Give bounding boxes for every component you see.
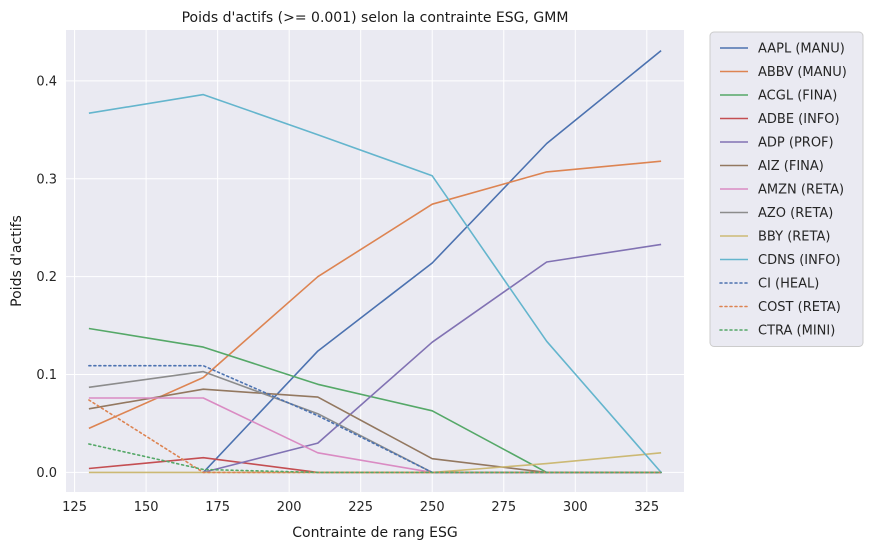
chart-title: Poids d'actifs (>= 0.001) selon la contr… <box>182 10 569 26</box>
legend-entry: ACGL (FINA) <box>758 89 837 104</box>
legend-entry: AZO (RETA) <box>758 206 833 221</box>
x-tick-label: 225 <box>348 500 373 515</box>
x-axis-label: Contrainte de rang ESG <box>292 525 457 541</box>
legend-frame <box>709 31 864 347</box>
legend-entry: CTRA (MINI) <box>758 324 835 339</box>
series-line-ctra <box>88 443 662 474</box>
y-tick-labels: 0.0 0.1 0.2 0.3 0.4 <box>36 74 57 481</box>
legend-entry: BBY (RETA) <box>758 230 830 245</box>
legend-entry: AAPL (MANU) <box>758 42 845 57</box>
x-tick-label: 250 <box>420 500 445 515</box>
x-tick-label: 175 <box>205 500 230 515</box>
y-tick-label: 0.2 <box>36 270 57 285</box>
legend-entry: ABBV (MANU) <box>758 65 847 80</box>
y-axis-label: Poids d'actifs <box>9 215 25 307</box>
x-tick-labels: 125 150 175 200 225 250 275 300 325 <box>62 500 659 515</box>
y-tick-label: 0.1 <box>36 368 57 383</box>
x-tick-label: 200 <box>277 500 302 515</box>
legend: AAPL (MANU) ABBV (MANU) ACGL (FINA) ADBE (I… <box>709 31 864 347</box>
legend-entry: CDNS (INFO) <box>758 253 841 268</box>
x-tick-label: 125 <box>62 500 87 515</box>
series-line-adp <box>203 243 662 474</box>
legend-entry: COST (RETA) <box>758 300 841 315</box>
y-tick-label: 0.4 <box>36 74 57 89</box>
legend-entry: CI (HEAL) <box>758 277 819 292</box>
series-line-cost <box>88 399 662 474</box>
legend-entry: AMZN (RETA) <box>758 183 844 198</box>
grid <box>66 30 684 492</box>
x-tick-label: 300 <box>563 500 588 515</box>
legend-entry: ADBE (INFO) <box>758 112 840 127</box>
legend-entry: AIZ (FINA) <box>758 159 824 174</box>
plot-background <box>66 30 684 492</box>
legend-entry: ADP (PROF) <box>758 136 834 151</box>
series-line-abbv <box>88 160 662 430</box>
y-tick-label: 0.0 <box>36 466 57 481</box>
x-tick-label: 150 <box>134 500 159 515</box>
series-line-aapl <box>202 49 662 473</box>
x-tick-label: 275 <box>491 500 516 515</box>
series-lines <box>88 49 662 474</box>
x-tick-label: 325 <box>634 500 659 515</box>
y-tick-label: 0.3 <box>36 172 57 187</box>
series-line-cdns <box>88 93 662 473</box>
